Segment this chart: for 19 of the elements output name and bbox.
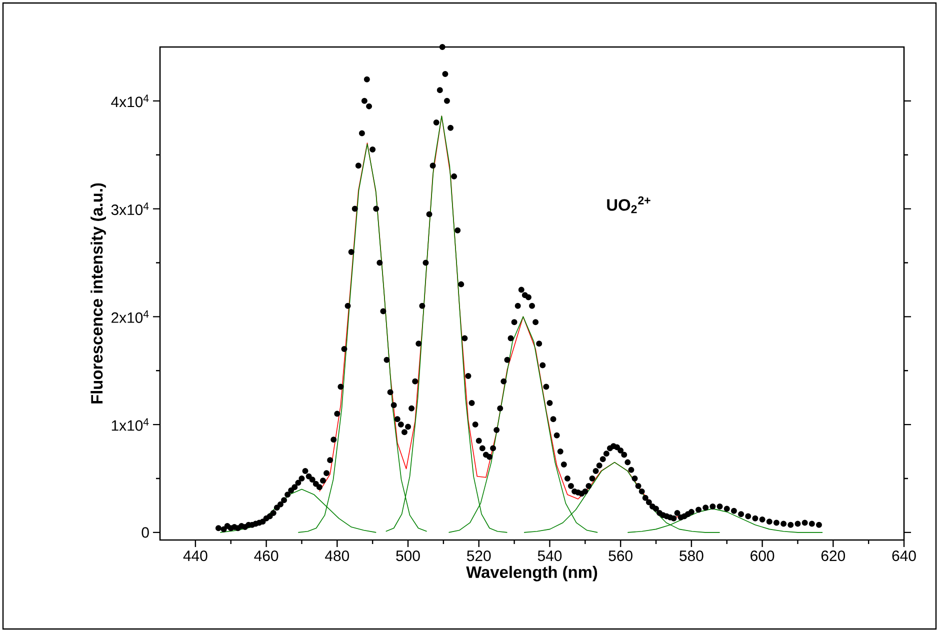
x-tick-label: 600 <box>750 550 774 562</box>
y-tick-label: 3x10$^{4}$ <box>111 202 149 216</box>
x-tick-label: 640 <box>892 550 916 562</box>
y-tick-label: 2x10$^{4}$ <box>112 310 149 323</box>
x-tick-label: 460 <box>254 550 278 562</box>
x-tick-label: 540 <box>538 550 562 562</box>
x-axis-title: Wavelength (nm) <box>466 566 598 582</box>
x-tick-label: 440 <box>183 550 208 562</box>
y-tick-label: 0 <box>142 527 149 538</box>
x-tick-label: 580 <box>680 550 704 562</box>
y-tick-label: 1x10$^{4}$ <box>112 418 149 431</box>
x-tick-label: 500 <box>396 550 420 562</box>
x-tick-label: 620 <box>821 550 846 562</box>
y-tick-label: 4x10$^{4}$ <box>111 94 149 108</box>
text: UO$_{2}$2+ <box>607 196 650 214</box>
x-tick-label: 560 <box>608 550 632 562</box>
x-tick-label: 520 <box>466 550 491 562</box>
x-tick-label: 480 <box>325 550 350 562</box>
y-axis-title: Fluorescence intensity (a.u.) <box>90 183 106 404</box>
